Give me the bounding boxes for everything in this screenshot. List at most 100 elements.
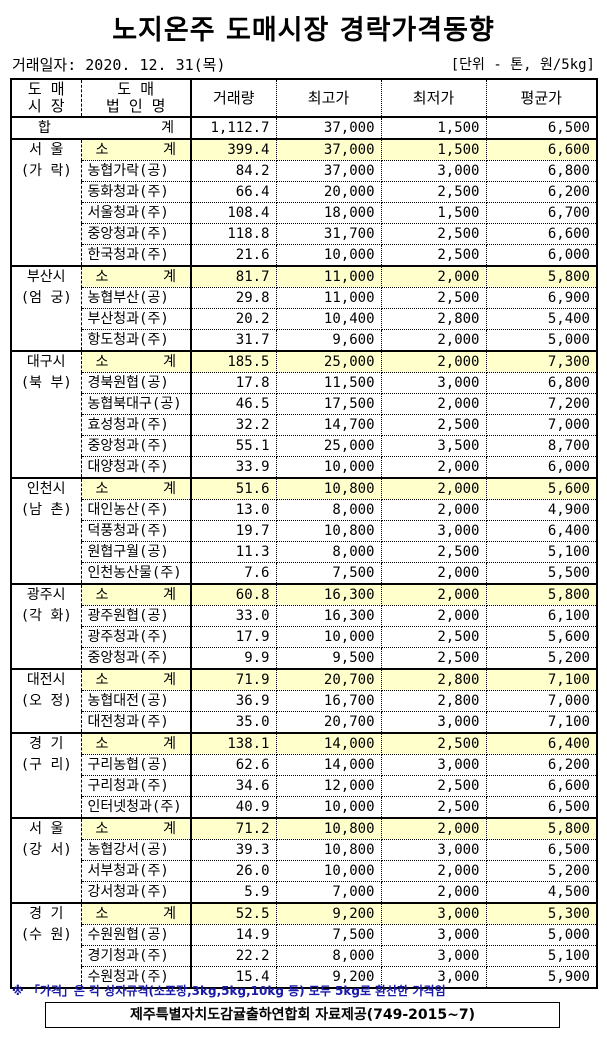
avg-cell: 7,200 [486, 393, 597, 415]
min-cell: 3,000 [381, 754, 487, 776]
max-cell: 20,700 [276, 711, 382, 734]
corp-name: 한국청과(주) [81, 244, 192, 267]
max-cell: 8,000 [276, 541, 382, 563]
volume-cell: 32.2 [191, 414, 277, 436]
table-row: 항도청과(주) 31.7 9,600 2,000 5,000 [11, 329, 597, 352]
table-row: 대인농산(주) 13.0 8,000 2,000 4,900 [11, 499, 597, 521]
min-cell: 2,500 [381, 541, 487, 563]
corp-name: 서부청과(주) [81, 860, 192, 882]
max-cell: 9,500 [276, 647, 382, 670]
min-cell: 3,000 [381, 966, 487, 989]
max-cell: 10,000 [276, 626, 382, 648]
subtotal-row: 광주시 (각 화) 소 계 60.8 16,300 2,000 5,800 [11, 584, 597, 670]
corp-name: 중앙청과(주) [81, 435, 192, 457]
avg-cell: 6,800 [486, 372, 597, 394]
market-name-line: 인천시 [26, 481, 66, 497]
corp-name: 대인농산(주) [81, 499, 192, 521]
subtotal-volume: 81.7 [191, 266, 277, 288]
avg-cell: 4,500 [486, 881, 597, 904]
corp-name: 항도청과(주) [81, 329, 192, 352]
market-name-line: (수 원) [20, 927, 72, 943]
volume-cell: 11.3 [191, 541, 277, 563]
max-cell: 16,700 [276, 690, 382, 712]
market-name: 경 기 (구 리) [11, 733, 82, 819]
corp-name: 강서청과(주) [81, 881, 192, 904]
corp-name: 경북원협(공) [81, 372, 192, 394]
volume-cell: 22.2 [191, 945, 277, 967]
market-name-line: 경 기 [29, 906, 64, 922]
min-cell: 2,000 [381, 499, 487, 521]
subtotal-min: 2,500 [381, 733, 487, 755]
avg-cell: 4,900 [486, 499, 597, 521]
page-title: 노지온주 도매시장 경락가격동향 [112, 15, 495, 46]
max-cell: 8,000 [276, 945, 382, 967]
min-cell: 3,000 [381, 839, 487, 861]
volume-cell: 17.8 [191, 372, 277, 394]
min-cell: 2,500 [381, 647, 487, 670]
min-cell: 2,500 [381, 223, 487, 245]
subtotal-volume: 138.1 [191, 733, 277, 755]
avg-cell: 6,100 [486, 605, 597, 627]
max-cell: 10,400 [276, 308, 382, 330]
volume-cell: 34.6 [191, 775, 277, 797]
volume-cell: 62.6 [191, 754, 277, 776]
table-row: 농협북대구(공) 46.5 17,500 2,000 7,200 [11, 393, 597, 415]
market-name-line: 대전시 [26, 672, 66, 688]
table-row: 농협대전(공) 36.9 16,700 2,800 7,000 [11, 690, 597, 712]
market-name-line: (엄 궁) [20, 290, 72, 306]
market-name-line: 부산시 [26, 269, 66, 285]
table-row: 수원청과(주) 15.4 9,200 3,000 5,900 [11, 966, 597, 989]
volume-cell: 84.2 [191, 160, 277, 182]
avg-cell: 5,200 [486, 860, 597, 882]
volume-cell: 39.3 [191, 839, 277, 861]
table-row: 서부청과(주) 26.0 10,000 2,000 5,200 [11, 860, 597, 882]
max-cell: 10,800 [276, 839, 382, 861]
data-source: 제주특별자치도감귤출하연합회 자료제공(749-2015~7) [45, 1002, 560, 1028]
volume-cell: 36.9 [191, 690, 277, 712]
subtotal-volume: 52.5 [191, 903, 277, 925]
avg-cell: 6,500 [486, 839, 597, 861]
header-volume: 거래량 [191, 79, 277, 118]
avg-cell: 5,600 [486, 626, 597, 648]
corp-name: 광주청과(주) [81, 626, 192, 648]
min-cell: 3,000 [381, 711, 487, 734]
volume-cell: 55.1 [191, 435, 277, 457]
table-row: 대양청과(주) 33.9 10,000 2,000 6,000 [11, 456, 597, 479]
market-name-line: (구 리) [20, 757, 72, 773]
avg-cell: 7,000 [486, 690, 597, 712]
market-name: 인천시 (남 촌) [11, 478, 82, 585]
total-min: 1,500 [381, 117, 487, 140]
subtotal-volume: 51.6 [191, 478, 277, 500]
avg-cell: 5,400 [486, 308, 597, 330]
subtotal-volume: 71.9 [191, 669, 277, 691]
table-row: 광주원협(공) 33.0 16,300 2,000 6,100 [11, 605, 597, 627]
subtotal-max: 10,800 [276, 818, 382, 840]
min-cell: 2,000 [381, 605, 487, 627]
avg-cell: 8,700 [486, 435, 597, 457]
table-row: 농협가락(공) 84.2 37,000 3,000 6,800 [11, 160, 597, 182]
corp-name: 농협북대구(공) [81, 393, 192, 415]
table-row: 대전청과(주) 35.0 20,700 3,000 7,100 [11, 711, 597, 734]
min-cell: 2,000 [381, 329, 487, 352]
max-cell: 7,000 [276, 881, 382, 904]
subtotal-volume: 71.2 [191, 818, 277, 840]
min-cell: 2,500 [381, 775, 487, 797]
min-cell: 2,500 [381, 414, 487, 436]
avg-cell: 5,900 [486, 966, 597, 989]
volume-cell: 14.9 [191, 924, 277, 946]
market-name: 대전시 (오 정) [11, 669, 82, 734]
subtotal-min: 2,000 [381, 478, 487, 500]
table-row: 구리농협(공) 62.6 14,000 3,000 6,200 [11, 754, 597, 776]
min-cell: 2,500 [381, 287, 487, 309]
corp-name: 인터넷청과(주) [81, 796, 192, 819]
subtotal-row: 대전시 (오 정) 소 계 71.9 20,700 2,800 7,100 [11, 669, 597, 734]
table-row: 경기청과(주) 22.2 8,000 3,000 5,100 [11, 945, 597, 967]
subtotal-min: 1,500 [381, 139, 487, 161]
max-cell: 14,700 [276, 414, 382, 436]
